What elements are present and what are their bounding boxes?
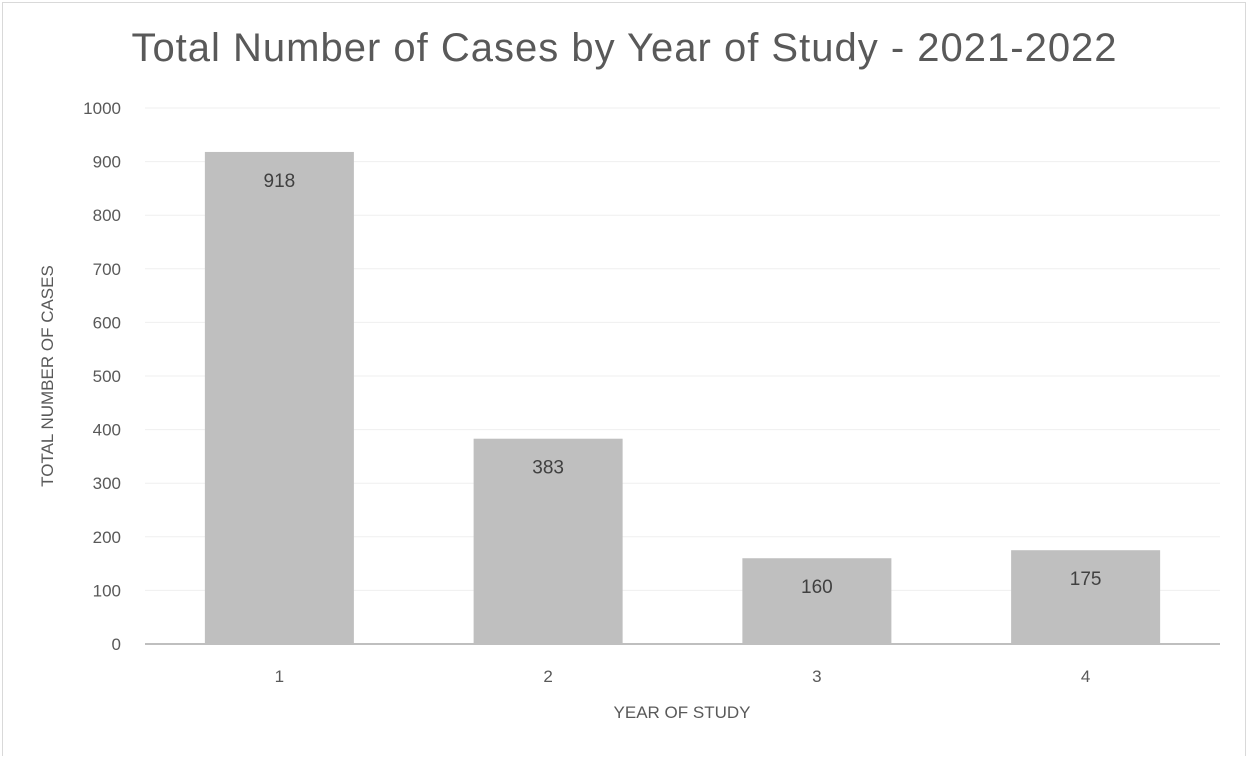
y-tick-label-600: 600 — [93, 313, 121, 332]
x-tick-label-4: 4 — [1081, 667, 1090, 686]
bar-3 — [742, 558, 891, 644]
y-tick-label-400: 400 — [93, 421, 121, 440]
y-tick-label-900: 900 — [93, 153, 121, 172]
data-label-2: 383 — [532, 458, 564, 479]
data-label-4: 175 — [1070, 569, 1102, 590]
x-tick-label-3: 3 — [812, 667, 821, 686]
x-tick-labels: 1 2 3 4 — [275, 667, 1091, 686]
y-tick-label-800: 800 — [93, 206, 121, 225]
y-tick-label-500: 500 — [93, 367, 121, 386]
bar-1 — [205, 152, 354, 644]
y-tick-labels: 0 100 200 300 400 500 600 700 800 900 1000 — [83, 99, 121, 654]
data-label-3: 160 — [801, 577, 833, 598]
y-tick-label-0: 0 — [112, 635, 121, 654]
x-tick-label-1: 1 — [275, 667, 284, 686]
bars — [205, 152, 1160, 644]
y-tick-label-300: 300 — [93, 474, 121, 493]
data-label-1: 918 — [264, 171, 296, 192]
bar-4 — [1011, 550, 1160, 644]
y-tick-label-1000: 1000 — [83, 99, 121, 118]
x-tick-label-2: 2 — [543, 667, 552, 686]
y-tick-label-700: 700 — [93, 260, 121, 279]
y-tick-label-100: 100 — [93, 581, 121, 600]
y-tick-label-200: 200 — [93, 528, 121, 547]
data-labels: 918 383 160 175 — [264, 171, 1102, 598]
